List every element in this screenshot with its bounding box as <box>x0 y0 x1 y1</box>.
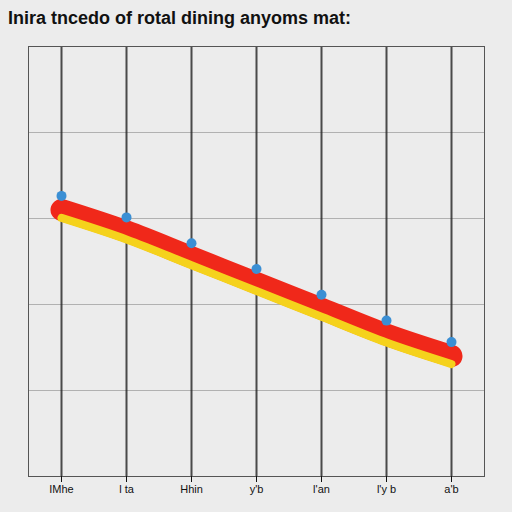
svg-text:l ta: l ta <box>119 483 135 495</box>
svg-text:l'y b: l'y b <box>377 483 396 495</box>
html-text:Inira tncedo of rotal dining a: Inira tncedo of rotal dining anyoms mat: <box>8 8 351 28</box>
svg-text:l'an: l'an <box>313 483 330 495</box>
svg-text:y'b: y'b <box>250 483 264 495</box>
svg-text:a'b: a'b <box>444 483 458 495</box>
svg-text:IMhe: IMhe <box>49 483 73 495</box>
svg-text:Hhin: Hhin <box>180 483 203 495</box>
